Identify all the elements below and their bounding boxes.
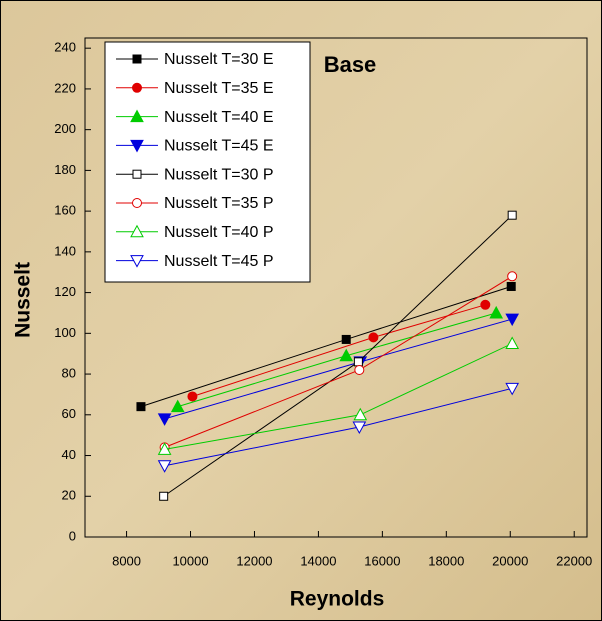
legend-label: Nusselt T=40 E — [164, 109, 274, 126]
legend-marker — [132, 82, 142, 93]
y-tick-label: 240 — [54, 40, 76, 55]
y-tick-label: 40 — [62, 447, 76, 462]
marker — [339, 348, 354, 362]
marker — [368, 332, 379, 343]
y-tick-label: 80 — [62, 365, 76, 380]
x-tick-label: 16000 — [364, 553, 400, 568]
y-tick-label: 160 — [54, 203, 76, 218]
legend-label: Nusselt T=45 E — [164, 138, 274, 155]
marker — [507, 210, 517, 220]
legend-marker — [130, 139, 144, 153]
marker — [489, 305, 504, 319]
legend-label: Nusselt T=35 P — [164, 195, 274, 212]
y-tick-label: 220 — [54, 80, 76, 95]
x-tick-label: 14000 — [300, 553, 336, 568]
x-axis-label: Reynolds — [290, 588, 385, 611]
x-tick-label: 22000 — [556, 553, 592, 568]
y-tick-label: 60 — [62, 406, 76, 421]
y-tick-label: 20 — [62, 488, 76, 503]
y-tick-label: 140 — [54, 243, 76, 258]
marker — [505, 336, 520, 350]
legend-marker — [132, 54, 142, 64]
marker — [187, 391, 198, 402]
y-axis-label: Nusselt — [12, 262, 35, 338]
y-tick-label: 180 — [54, 162, 76, 177]
marker — [136, 402, 146, 412]
marker — [170, 399, 185, 413]
marker — [505, 382, 520, 396]
x-tick-label: 10000 — [172, 553, 208, 568]
legend-label: Nusselt T=35 E — [164, 80, 274, 97]
marker — [507, 271, 518, 282]
marker — [354, 364, 365, 375]
legend-marker — [130, 109, 144, 123]
marker — [505, 313, 520, 327]
marker — [353, 357, 363, 367]
marker — [352, 421, 367, 435]
marker — [353, 407, 368, 421]
legend-label: Nusselt T=30 E — [164, 51, 274, 68]
legend-marker — [130, 255, 144, 268]
x-tick-label: 12000 — [236, 553, 272, 568]
marker — [480, 299, 491, 310]
x-tick-label: 20000 — [492, 553, 528, 568]
legend-box — [104, 41, 311, 283]
legend-marker — [132, 169, 142, 179]
y-tick-label: 0 — [69, 528, 76, 543]
marker — [157, 460, 172, 473]
legend-label: Nusselt T=40 P — [164, 224, 274, 241]
plot-frame — [84, 37, 588, 538]
y-tick-label: 100 — [54, 325, 76, 340]
legend-label: Nusselt T=45 P — [164, 253, 274, 270]
x-tick-label: 18000 — [428, 553, 464, 568]
x-tick-label: 8000 — [112, 553, 141, 568]
marker — [157, 413, 172, 426]
legend-label: Nusselt T=30 P — [164, 166, 274, 183]
marker — [506, 281, 516, 291]
legend-marker — [132, 198, 142, 208]
chart-title: Base — [324, 52, 377, 77]
marker — [157, 442, 172, 455]
y-tick-label: 200 — [54, 121, 76, 136]
legend-marker — [130, 224, 144, 238]
y-tick-label: 120 — [54, 284, 76, 299]
marker — [159, 491, 169, 501]
marker — [341, 334, 351, 344]
